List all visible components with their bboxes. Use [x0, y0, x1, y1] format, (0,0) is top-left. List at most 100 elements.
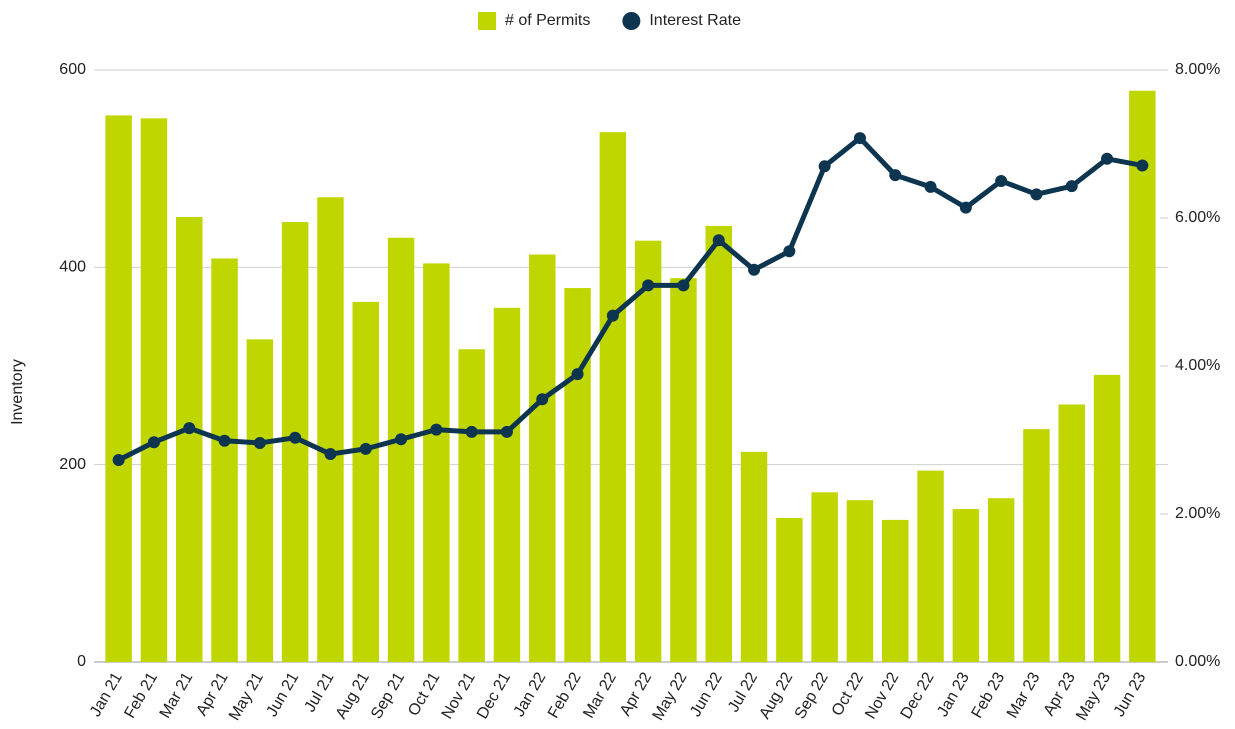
x-tick-label: Aug 21 — [333, 670, 373, 723]
bar — [493, 307, 521, 662]
bar — [423, 263, 450, 662]
line-point — [995, 175, 1008, 187]
line-point — [712, 234, 725, 247]
legend-label: # of Permits — [505, 12, 590, 29]
bar — [952, 509, 980, 662]
bar — [246, 339, 274, 662]
x-tick-label: May 22 — [650, 670, 691, 724]
bar — [211, 258, 238, 662]
line-point — [147, 436, 160, 449]
x-tick-label: Jul 21 — [301, 670, 337, 716]
x-tick-label: May 21 — [226, 670, 267, 724]
x-tick-label: Sep 22 — [792, 670, 832, 723]
y-tick-label: 400 — [59, 259, 86, 276]
line-point — [112, 453, 125, 466]
y-tick-label: 200 — [59, 456, 86, 473]
line-point — [783, 245, 796, 258]
x-tick-label: Feb 21 — [121, 670, 161, 722]
bar — [176, 217, 203, 662]
x-tick-label: Jan 22 — [511, 670, 550, 720]
x-tick-label: Dec 22 — [898, 670, 938, 722]
line-point — [959, 201, 972, 214]
bar — [811, 492, 838, 662]
bar — [705, 225, 732, 663]
bar — [529, 254, 556, 663]
bar — [105, 115, 132, 663]
line-point — [571, 368, 584, 381]
line-point — [924, 180, 937, 193]
y-tick-label: 0 — [77, 653, 86, 670]
x-tick-label: Apr 21 — [193, 670, 231, 719]
x-tick-label: Mar 23 — [1004, 670, 1044, 722]
line-point — [889, 169, 902, 182]
x-tick-label: Mar 22 — [580, 670, 620, 722]
line-point — [1136, 159, 1149, 172]
x-tick-label: Jun 21 — [264, 670, 303, 720]
bar — [564, 288, 591, 662]
line-point — [430, 423, 443, 436]
bar — [670, 278, 697, 662]
y-tick-label: 600 — [59, 61, 86, 78]
bar — [1129, 90, 1156, 663]
legend-label: Interest Rate — [649, 12, 741, 29]
line-point — [253, 436, 266, 449]
bar — [634, 240, 662, 662]
bar — [317, 197, 344, 662]
x-tick-label: May 23 — [1073, 670, 1114, 724]
bar — [352, 301, 379, 662]
line-point — [289, 431, 302, 444]
line-point — [642, 279, 655, 292]
line-point — [818, 160, 831, 173]
y2-tick-label: 2.00% — [1175, 505, 1220, 522]
bar — [1058, 404, 1085, 662]
x-tick-label: Nov 21 — [439, 670, 479, 722]
x-tick-label: Jun 23 — [1111, 670, 1150, 720]
x-tick-label: Sep 21 — [368, 670, 408, 723]
bar — [882, 519, 909, 662]
x-tick-label: Jul 22 — [725, 670, 761, 716]
y2-tick-label: 8.00% — [1175, 61, 1220, 78]
line-point — [324, 448, 337, 461]
x-tick-label: Apr 22 — [617, 670, 655, 719]
line-point — [748, 263, 761, 276]
bar — [387, 237, 415, 662]
line-point — [465, 425, 478, 438]
line-point — [536, 393, 549, 406]
line-point — [1065, 180, 1078, 193]
y2-tick-label: 4.00% — [1175, 357, 1220, 374]
line-point — [606, 309, 619, 322]
bar — [987, 498, 1015, 662]
line-point — [853, 132, 866, 145]
y2-tick-label: 6.00% — [1175, 209, 1220, 226]
x-tick-label: Dec 21 — [474, 670, 514, 722]
line-point — [218, 434, 231, 447]
bar — [599, 132, 627, 662]
line-point — [395, 433, 408, 446]
legend-swatch — [478, 12, 496, 30]
x-tick-label: Jan 23 — [934, 670, 973, 720]
line-point — [677, 279, 690, 292]
y2-tick-label: 0.00% — [1175, 653, 1220, 670]
x-tick-label: Apr 23 — [1041, 670, 1079, 719]
bar — [140, 118, 168, 662]
bar — [1023, 429, 1050, 662]
line-point — [359, 442, 372, 455]
legend-swatch — [622, 12, 641, 30]
y-axis-label: Inventory — [9, 359, 26, 425]
bar — [1093, 374, 1121, 662]
x-tick-label: Nov 22 — [862, 670, 902, 722]
bar — [740, 451, 768, 662]
x-tick-label: Oct 22 — [829, 670, 867, 719]
x-tick-label: Jun 22 — [687, 670, 726, 720]
bar — [458, 349, 485, 662]
bar — [846, 500, 874, 662]
x-tick-label: Aug 22 — [756, 670, 796, 723]
line-point — [1101, 152, 1114, 165]
bar — [917, 470, 944, 662]
x-tick-label: Feb 22 — [545, 670, 585, 722]
bar — [776, 517, 803, 662]
x-tick-label: Oct 21 — [405, 670, 443, 719]
line-point — [500, 425, 513, 438]
